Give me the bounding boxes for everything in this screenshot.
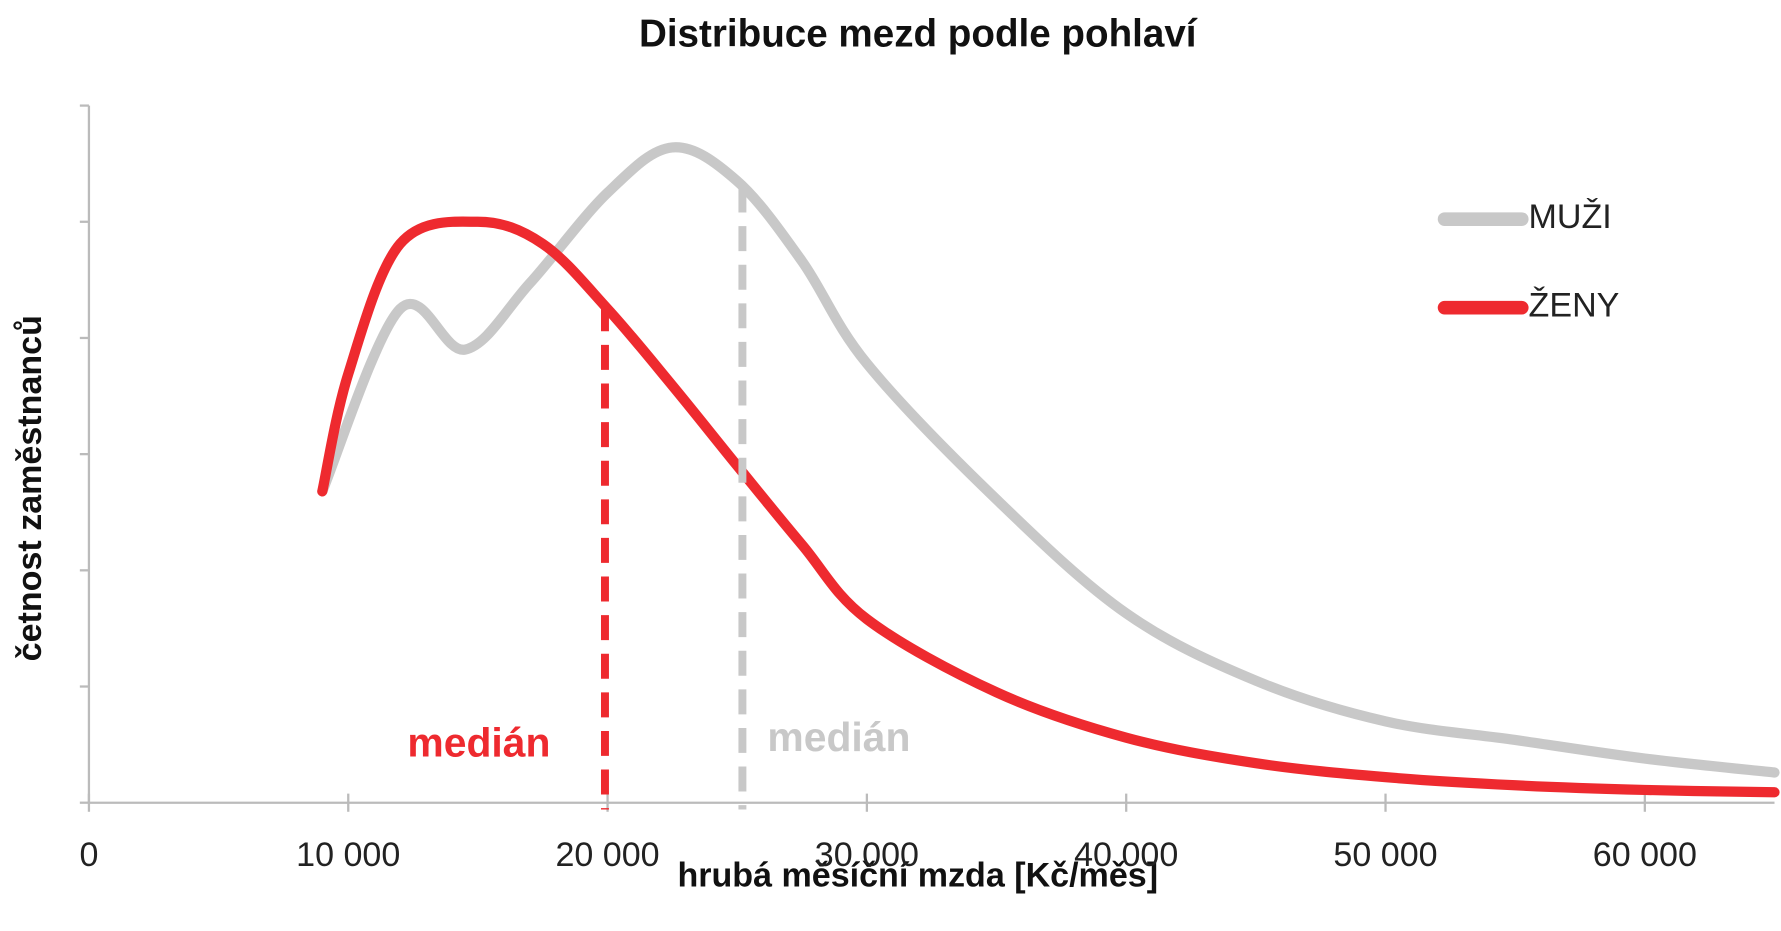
x-tick-label: 20 000	[555, 836, 659, 874]
legend-label: MUŽI	[1529, 198, 1612, 236]
line	[317, 142, 1780, 778]
median-label: medián	[767, 714, 910, 760]
chart-title: Distribuce mezd podle pohlaví	[639, 13, 1198, 56]
x-tick-label: 40 000	[1074, 836, 1178, 874]
x-tick-label: 30 000	[815, 836, 919, 874]
line	[317, 216, 1780, 798]
x-tick-label: 10 000	[296, 836, 400, 874]
x-tick-label: 50 000	[1333, 836, 1437, 874]
median-label: medián	[407, 720, 550, 766]
legend-label: ŽENY	[1529, 287, 1620, 325]
x-tick-label: 0	[79, 836, 98, 874]
x-axis-label: hrubá měsíční mzda [Kč/měs]	[677, 857, 1158, 895]
x-tick-label: 60 000	[1593, 836, 1697, 874]
y-axis-label: četnost zaměstnanců	[11, 315, 49, 661]
